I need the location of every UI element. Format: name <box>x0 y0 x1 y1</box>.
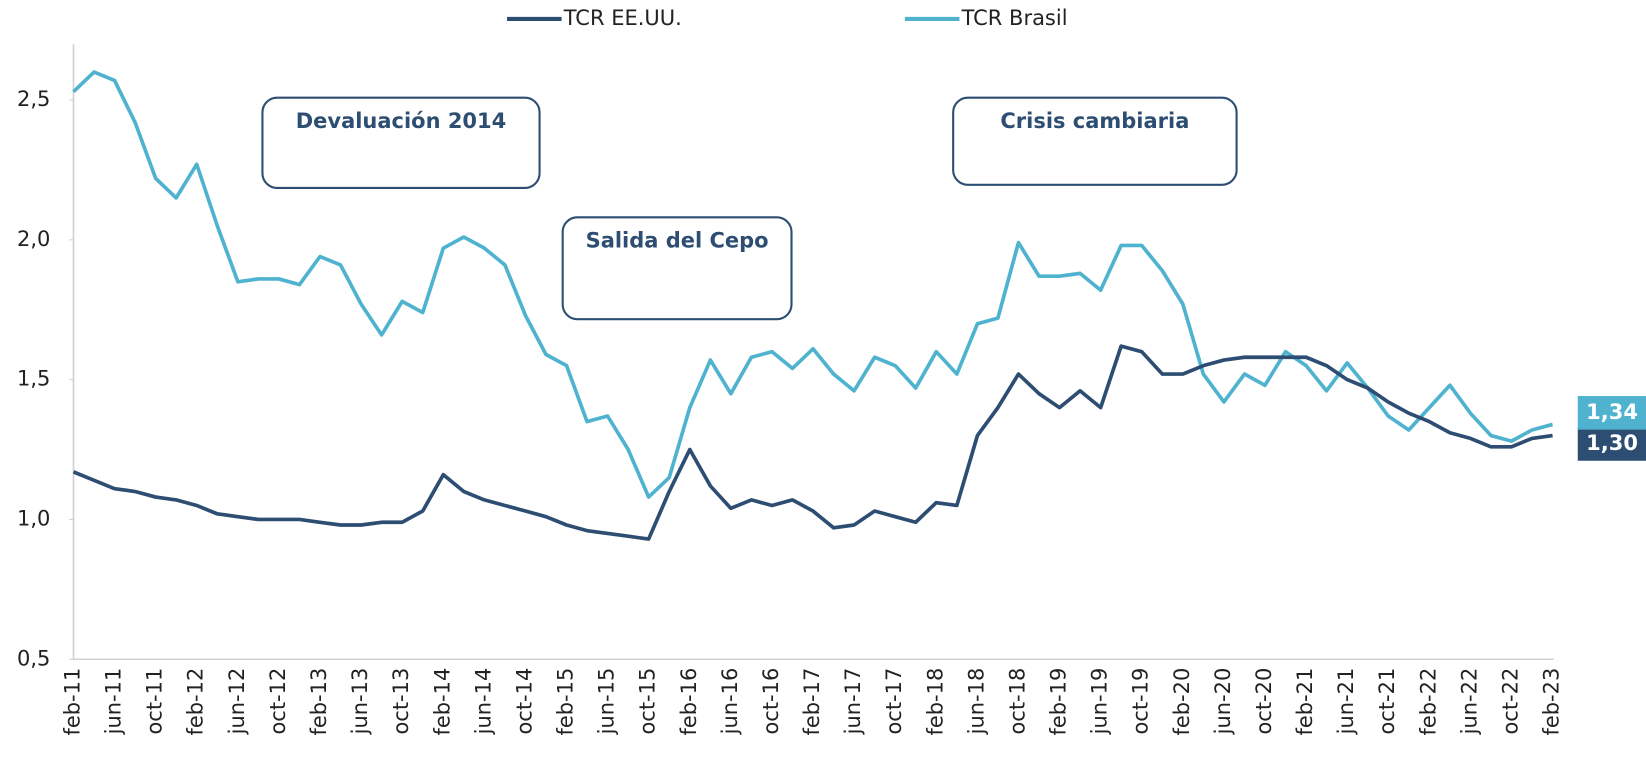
legend-label: TCR Brasil <box>961 6 1068 30</box>
y-tick-label: 2,0 <box>17 227 50 251</box>
x-tick-label: jun-21 <box>1334 668 1358 736</box>
annotation: Devaluación 2014 <box>296 109 506 133</box>
x-tick-label: oct-19 <box>1129 668 1153 735</box>
y-tick-label: 1,0 <box>17 506 50 530</box>
x-tick-label: feb-17 <box>800 668 824 736</box>
series-line <box>72 70 1554 499</box>
x-tick-label: feb-12 <box>184 668 208 736</box>
x-tick-label: oct-20 <box>1252 668 1276 735</box>
data-label: 1,34 <box>1586 400 1638 424</box>
x-tick-label: jun-14 <box>471 668 495 736</box>
x-tick-label: feb-22 <box>1416 668 1440 736</box>
x-tick-label: feb-20 <box>1170 668 1194 736</box>
end-label-box <box>1577 427 1646 461</box>
x-tick-label: feb-19 <box>1047 668 1071 736</box>
y-tick-label: 2,5 <box>17 87 50 111</box>
x-tick-label: jun-12 <box>225 668 249 736</box>
x-tick-label: oct-17 <box>882 668 906 735</box>
annotation-box <box>952 96 1238 186</box>
x-tick-label: jun-11 <box>102 668 126 736</box>
data-label: 1,30 <box>1586 431 1638 455</box>
legend-label: TCR EE.UU. <box>563 6 682 30</box>
annotation-box <box>261 96 541 189</box>
x-tick-label: jun-18 <box>964 668 988 736</box>
annotation: Crisis cambiaria <box>1000 109 1189 133</box>
x-tick-label: oct-21 <box>1375 668 1399 735</box>
annotation-box <box>561 216 793 321</box>
x-tick-label: feb-13 <box>307 668 331 736</box>
x-tick-label: feb-16 <box>677 668 701 736</box>
x-tick-label: jun-17 <box>841 668 865 736</box>
x-tick-label: oct-18 <box>1005 668 1029 735</box>
x-tick-label: jun-22 <box>1457 668 1481 736</box>
x-tick-label: feb-18 <box>923 668 947 736</box>
x-tick-label: oct-13 <box>389 668 413 735</box>
y-tick-label: 0,5 <box>17 646 50 670</box>
x-tick-label: oct-11 <box>143 668 167 735</box>
x-tick-label: jun-15 <box>595 668 619 736</box>
end-label-box <box>1577 396 1646 430</box>
x-tick-label: feb-23 <box>1540 668 1564 736</box>
x-tick-label: jun-16 <box>718 668 742 736</box>
x-tick-label: oct-22 <box>1498 668 1522 735</box>
x-tick-label: feb-15 <box>554 668 578 736</box>
x-tick-label: oct-16 <box>759 668 783 735</box>
x-tick-label: oct-12 <box>266 668 290 735</box>
x-tick-label: oct-14 <box>512 668 536 735</box>
x-tick-label: feb-21 <box>1293 668 1317 736</box>
series-line <box>72 344 1553 541</box>
annotation: Salida del Cepo <box>586 228 769 252</box>
x-tick-label: feb-11 <box>60 668 84 736</box>
y-tick-label: 1,5 <box>17 367 50 391</box>
x-tick-label: jun-20 <box>1211 668 1235 736</box>
x-tick-label: feb-14 <box>430 668 454 736</box>
x-tick-label: jun-13 <box>348 668 372 736</box>
x-tick-label: jun-19 <box>1088 668 1112 736</box>
x-tick-label: oct-15 <box>636 668 660 735</box>
